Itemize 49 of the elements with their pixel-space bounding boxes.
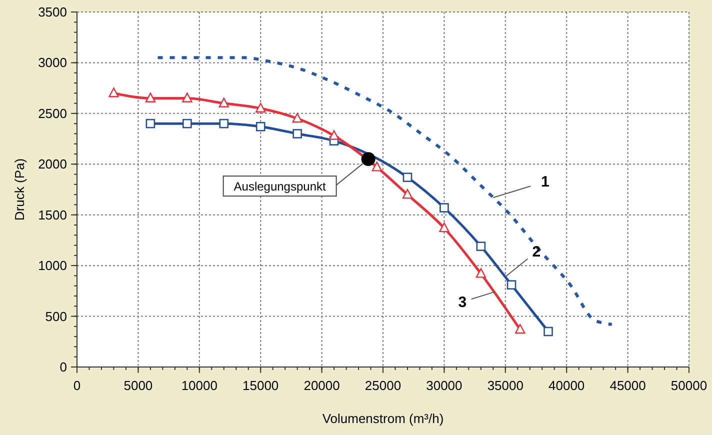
annotation: 2 [532,244,541,261]
x-tick-label: 30000 [426,378,462,393]
line-series [156,56,614,326]
x-tick-label: 45000 [610,378,646,393]
y-tick-label: 3500 [38,4,67,20]
point [402,172,412,182]
y-tick-label: 1500 [38,207,67,222]
point [402,188,413,199]
x-tick-label: 40000 [548,378,585,393]
point [544,326,553,336]
point [256,102,266,112]
y-tick-label: 0 [60,360,67,374]
point [439,222,450,232]
x-tick-label: 5000 [124,378,153,393]
y-tick-label: 2000 [38,156,67,172]
y-tick-label: 2500 [38,106,67,121]
annotation: 3 [458,294,467,311]
point [292,129,302,138]
annotation: Auslegungspunkt [234,180,327,194]
x-axis-title: Volumenstrom (m³/h) [322,411,444,426]
x-tick-label: 20000 [304,378,340,393]
x-tick-label: 15000 [242,378,279,393]
point [514,324,526,334]
point [108,88,119,98]
y-tick-label: 1000 [38,258,67,274]
point [182,118,192,128]
x-tick-label: 35000 [487,378,524,393]
point [372,162,382,172]
point [292,112,302,123]
x-tick-label: 0 [73,378,81,393]
point [476,242,486,251]
point [218,98,229,108]
x-tick-label: 50000 [670,378,708,393]
point [146,118,156,128]
point [145,92,156,102]
annotation: 1 [540,174,550,191]
point [256,122,266,132]
point [328,130,340,140]
point [361,152,376,166]
point [182,92,192,102]
y-tick-label: 500 [45,308,67,324]
y-axis-title: Druck (Pa) [12,158,27,221]
y-tick-label: 3000 [38,55,67,70]
point [506,280,516,290]
point [219,118,229,128]
point [440,203,449,212]
x-tick-label: 25000 [364,378,402,393]
x-tick-label: 10000 [181,378,218,393]
point [476,268,486,278]
